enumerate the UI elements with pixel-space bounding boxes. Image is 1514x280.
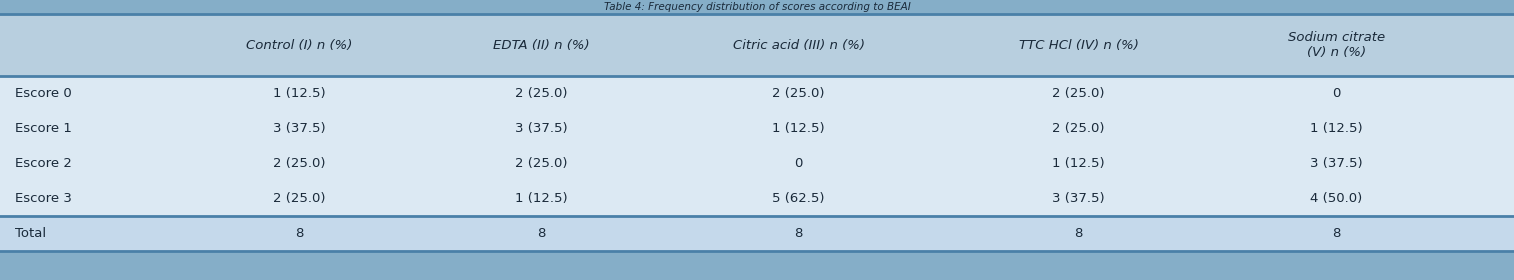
Text: 1 (12.5): 1 (12.5) <box>1310 122 1363 135</box>
Text: Total: Total <box>15 227 47 240</box>
Text: Sodium citrate
(V) n (%): Sodium citrate (V) n (%) <box>1287 31 1385 59</box>
Text: 8: 8 <box>537 227 545 240</box>
Text: 3 (37.5): 3 (37.5) <box>1310 157 1363 170</box>
Text: EDTA (II) n (%): EDTA (II) n (%) <box>494 39 589 52</box>
Text: 1 (12.5): 1 (12.5) <box>772 122 825 135</box>
Text: 3 (37.5): 3 (37.5) <box>515 122 568 135</box>
Text: Control (I) n (%): Control (I) n (%) <box>245 39 353 52</box>
Bar <box>0 216 1514 251</box>
Text: Escore 0: Escore 0 <box>15 87 71 100</box>
Text: 2 (25.0): 2 (25.0) <box>1052 122 1105 135</box>
Text: Citric acid (III) n (%): Citric acid (III) n (%) <box>733 39 864 52</box>
Text: 5 (62.5): 5 (62.5) <box>772 192 825 205</box>
Text: 3 (37.5): 3 (37.5) <box>273 122 326 135</box>
Text: 1 (12.5): 1 (12.5) <box>1052 157 1105 170</box>
Text: Table 4: Frequency distribution of scores according to BEAI: Table 4: Frequency distribution of score… <box>604 2 910 12</box>
Text: 4 (50.0): 4 (50.0) <box>1310 192 1363 205</box>
Text: 8: 8 <box>1075 227 1083 240</box>
Text: Escore 1: Escore 1 <box>15 122 73 135</box>
Text: 2 (25.0): 2 (25.0) <box>515 87 568 100</box>
Bar <box>0 111 1514 146</box>
Text: 2 (25.0): 2 (25.0) <box>1052 87 1105 100</box>
Text: 8: 8 <box>295 227 303 240</box>
Bar <box>0 14 1514 76</box>
Bar <box>0 181 1514 216</box>
Text: 1 (12.5): 1 (12.5) <box>515 192 568 205</box>
Text: Escore 2: Escore 2 <box>15 157 73 170</box>
Text: 3 (37.5): 3 (37.5) <box>1052 192 1105 205</box>
Text: 2 (25.0): 2 (25.0) <box>515 157 568 170</box>
Text: 2 (25.0): 2 (25.0) <box>273 192 326 205</box>
Bar <box>0 146 1514 181</box>
Text: 1 (12.5): 1 (12.5) <box>273 87 326 100</box>
Bar <box>0 0 1514 14</box>
Bar <box>0 251 1514 280</box>
Text: 0: 0 <box>1332 87 1340 100</box>
Text: TTC HCl (IV) n (%): TTC HCl (IV) n (%) <box>1019 39 1139 52</box>
Text: 8: 8 <box>1332 227 1340 240</box>
Text: 2 (25.0): 2 (25.0) <box>273 157 326 170</box>
Bar <box>0 76 1514 111</box>
Text: 2 (25.0): 2 (25.0) <box>772 87 825 100</box>
Text: 0: 0 <box>795 157 802 170</box>
Text: 8: 8 <box>795 227 802 240</box>
Text: Escore 3: Escore 3 <box>15 192 73 205</box>
